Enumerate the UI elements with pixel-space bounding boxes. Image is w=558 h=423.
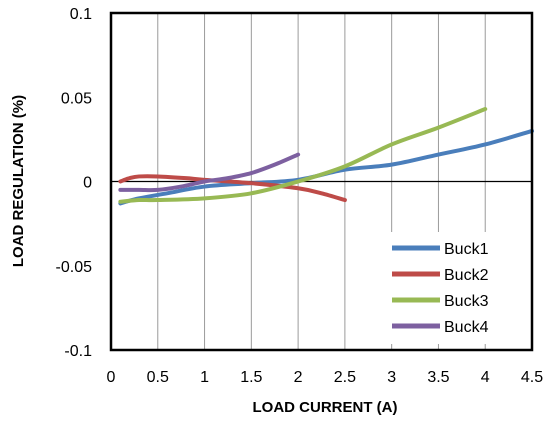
series-line-buck2 [118,174,347,203]
x-tick-label: 4 [481,369,490,386]
x-tick-label: 0.5 [147,369,169,386]
x-tick-label: 1.5 [240,369,262,386]
x-tick-label: 0 [107,369,116,386]
y-tick-label: -0.1 [64,343,92,360]
x-tick-label: 2 [294,369,303,386]
series-line-buck4 [118,152,301,193]
x-tick-label: 2.5 [334,369,356,386]
legend-label-buck4: Buck4 [444,319,489,336]
legend-label-buck2: Buck2 [444,267,489,284]
y-tick-label: 0 [83,175,92,192]
y-axis-title: LOAD REGULATION (%) [10,95,27,267]
legend: Buck1 Buck2 Buck3 Buck4 [386,232,529,344]
series-lines [118,107,534,206]
x-tick-label: 3.5 [427,369,449,386]
legend-label-buck3: Buck3 [444,293,489,310]
y-tick-label: 0.1 [70,6,92,23]
x-tick-label: 4.5 [521,369,543,386]
plot-frame [109,11,534,352]
x-axis-title: LOAD CURRENT (A) [253,399,398,416]
y-tick-label: -0.05 [56,259,93,276]
y-axis-tick-labels: -0.1 -0.05 0 0.05 0.1 [56,6,93,360]
x-tick-label: 3 [387,369,396,386]
y-tick-label: 0.05 [61,90,92,107]
legend-label-buck1: Buck1 [444,241,489,258]
x-tick-label: 1 [200,369,209,386]
x-axis-tick-labels: 0 0.5 1 1.5 2 2.5 3 3.5 4 4.5 [107,369,544,386]
series-line-buck3 [118,107,488,204]
